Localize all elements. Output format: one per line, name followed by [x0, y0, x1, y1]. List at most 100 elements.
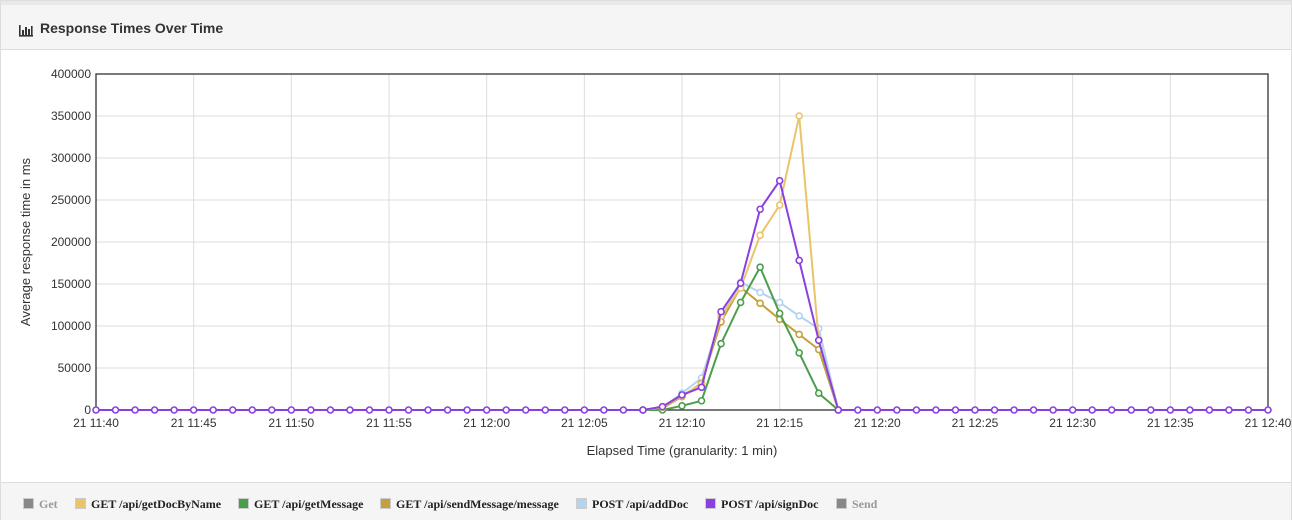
data-point: [150, 406, 159, 414]
chart-legend: Get GET /api/getDocByName GET /api/getMe…: [1, 482, 1291, 520]
data-point: [932, 406, 940, 414]
panel-heading: Response Times Over Time: [1, 5, 1291, 50]
data-point: [326, 406, 335, 414]
legend-label-send-message: GET /api/sendMessage/message: [396, 497, 559, 511]
x-tick-label: 21 11:40: [73, 416, 119, 430]
data-point: [756, 205, 764, 214]
panel-top-bar: [1, 1, 1291, 5]
data-point: [385, 406, 393, 414]
legend-swatch-send-message: [380, 498, 391, 509]
data-point: [736, 298, 745, 307]
data-point: [756, 231, 764, 240]
y-tick-label: 250000: [51, 193, 91, 207]
data-point: [1264, 406, 1272, 414]
y-tick-label: 100000: [51, 319, 91, 333]
data-point: [678, 391, 686, 399]
data-point: [287, 406, 296, 414]
series-line-3: [642, 115, 840, 411]
data-point: [736, 279, 745, 287]
response-times-chart: 0 50000 100000 150000 200000 250000 300000 3500…: [18, 67, 1291, 458]
data-point: [814, 389, 823, 398]
bar-chart-icon: [19, 25, 33, 37]
data-point: [189, 406, 198, 414]
legend-item-get-message[interactable]: GET /api/getMessage: [238, 497, 363, 512]
data-point: [463, 406, 471, 414]
legend-label-get: Get: [39, 497, 58, 511]
legend-swatch-get-message: [238, 498, 249, 509]
plot-frame: [95, 73, 1269, 411]
legend-swatch-sign-doc: [705, 498, 716, 509]
data-point: [1068, 406, 1077, 414]
legend-item-get[interactable]: Get: [23, 497, 58, 512]
y-tick-label: 0: [84, 403, 91, 417]
x-tick-label: 21 12:05: [561, 416, 608, 430]
data-point: [775, 201, 784, 209]
data-point: [795, 349, 804, 357]
y-tick-label: 350000: [51, 109, 91, 123]
data-point: [1010, 406, 1018, 414]
data-point: [228, 406, 237, 414]
data-point: [404, 406, 413, 414]
legend-item-send[interactable]: Send: [836, 497, 877, 512]
data-point: [248, 406, 257, 414]
legend-label-get-message: GET /api/getMessage: [254, 497, 364, 511]
data-point: [756, 299, 764, 308]
x-tick-label: 21 12:30: [1049, 416, 1096, 430]
legend-swatch-send: [836, 498, 847, 509]
data-point: [1029, 406, 1038, 414]
data-point: [951, 406, 960, 414]
data-point: [346, 406, 354, 414]
legend-item-sign-doc[interactable]: POST /api/signDoc: [705, 497, 818, 512]
legend-label-sign-doc: POST /api/signDoc: [721, 497, 819, 511]
x-tick-label: 21 12:40: [1245, 416, 1291, 430]
data-point: [1049, 406, 1057, 414]
data-point: [658, 402, 667, 411]
data-point: [756, 288, 764, 297]
data-point: [600, 406, 608, 414]
legend-item-get-doc-by-name[interactable]: GET /api/getDocByName: [75, 497, 221, 512]
data-point: [795, 330, 804, 339]
data-point: [795, 256, 804, 265]
data-point: [131, 406, 139, 414]
data-point: [717, 339, 725, 348]
data-point: [814, 336, 823, 345]
x-tick-label: 21 12:20: [854, 416, 901, 430]
data-point: [775, 176, 784, 185]
data-point: [697, 396, 706, 405]
data-point: [541, 406, 550, 414]
data-point: [1186, 406, 1194, 414]
data-point: [717, 307, 725, 316]
data-point: [697, 383, 706, 392]
data-point: [482, 406, 491, 414]
legend-swatch-get-doc-by-name: [75, 498, 86, 509]
data-point: [893, 406, 901, 414]
data-point: [443, 406, 452, 414]
x-tick-label: 21 11:50: [268, 416, 314, 430]
data-point: [580, 406, 589, 414]
y-axis-label: Average response time in ms: [18, 157, 33, 326]
data-point: [1166, 406, 1175, 414]
data-point: [560, 406, 569, 414]
legend-item-add-doc[interactable]: POST /api/addDoc: [576, 497, 688, 512]
data-point: [267, 406, 276, 414]
data-point: [756, 263, 764, 271]
data-point: [307, 406, 315, 414]
x-tick-label: 21 12:10: [659, 416, 706, 430]
x-tick-label: 21 11:55: [366, 416, 412, 430]
data-point: [1107, 406, 1116, 414]
data-point: [1088, 406, 1096, 414]
data-point: [92, 406, 100, 414]
y-tick-label: 150000: [51, 277, 91, 291]
data-point: [971, 406, 979, 414]
data-point: [795, 312, 804, 320]
data-point: [795, 112, 804, 120]
data-point: [853, 406, 862, 414]
x-tick-label: 21 11:45: [171, 416, 217, 430]
x-tick-label: 21 12:25: [952, 416, 999, 430]
data-point: [873, 406, 882, 414]
data-point: [834, 406, 843, 414]
legend-item-send-message[interactable]: GET /api/sendMessage/message: [380, 497, 559, 512]
data-point: [424, 406, 432, 414]
data-point: [1205, 406, 1214, 414]
